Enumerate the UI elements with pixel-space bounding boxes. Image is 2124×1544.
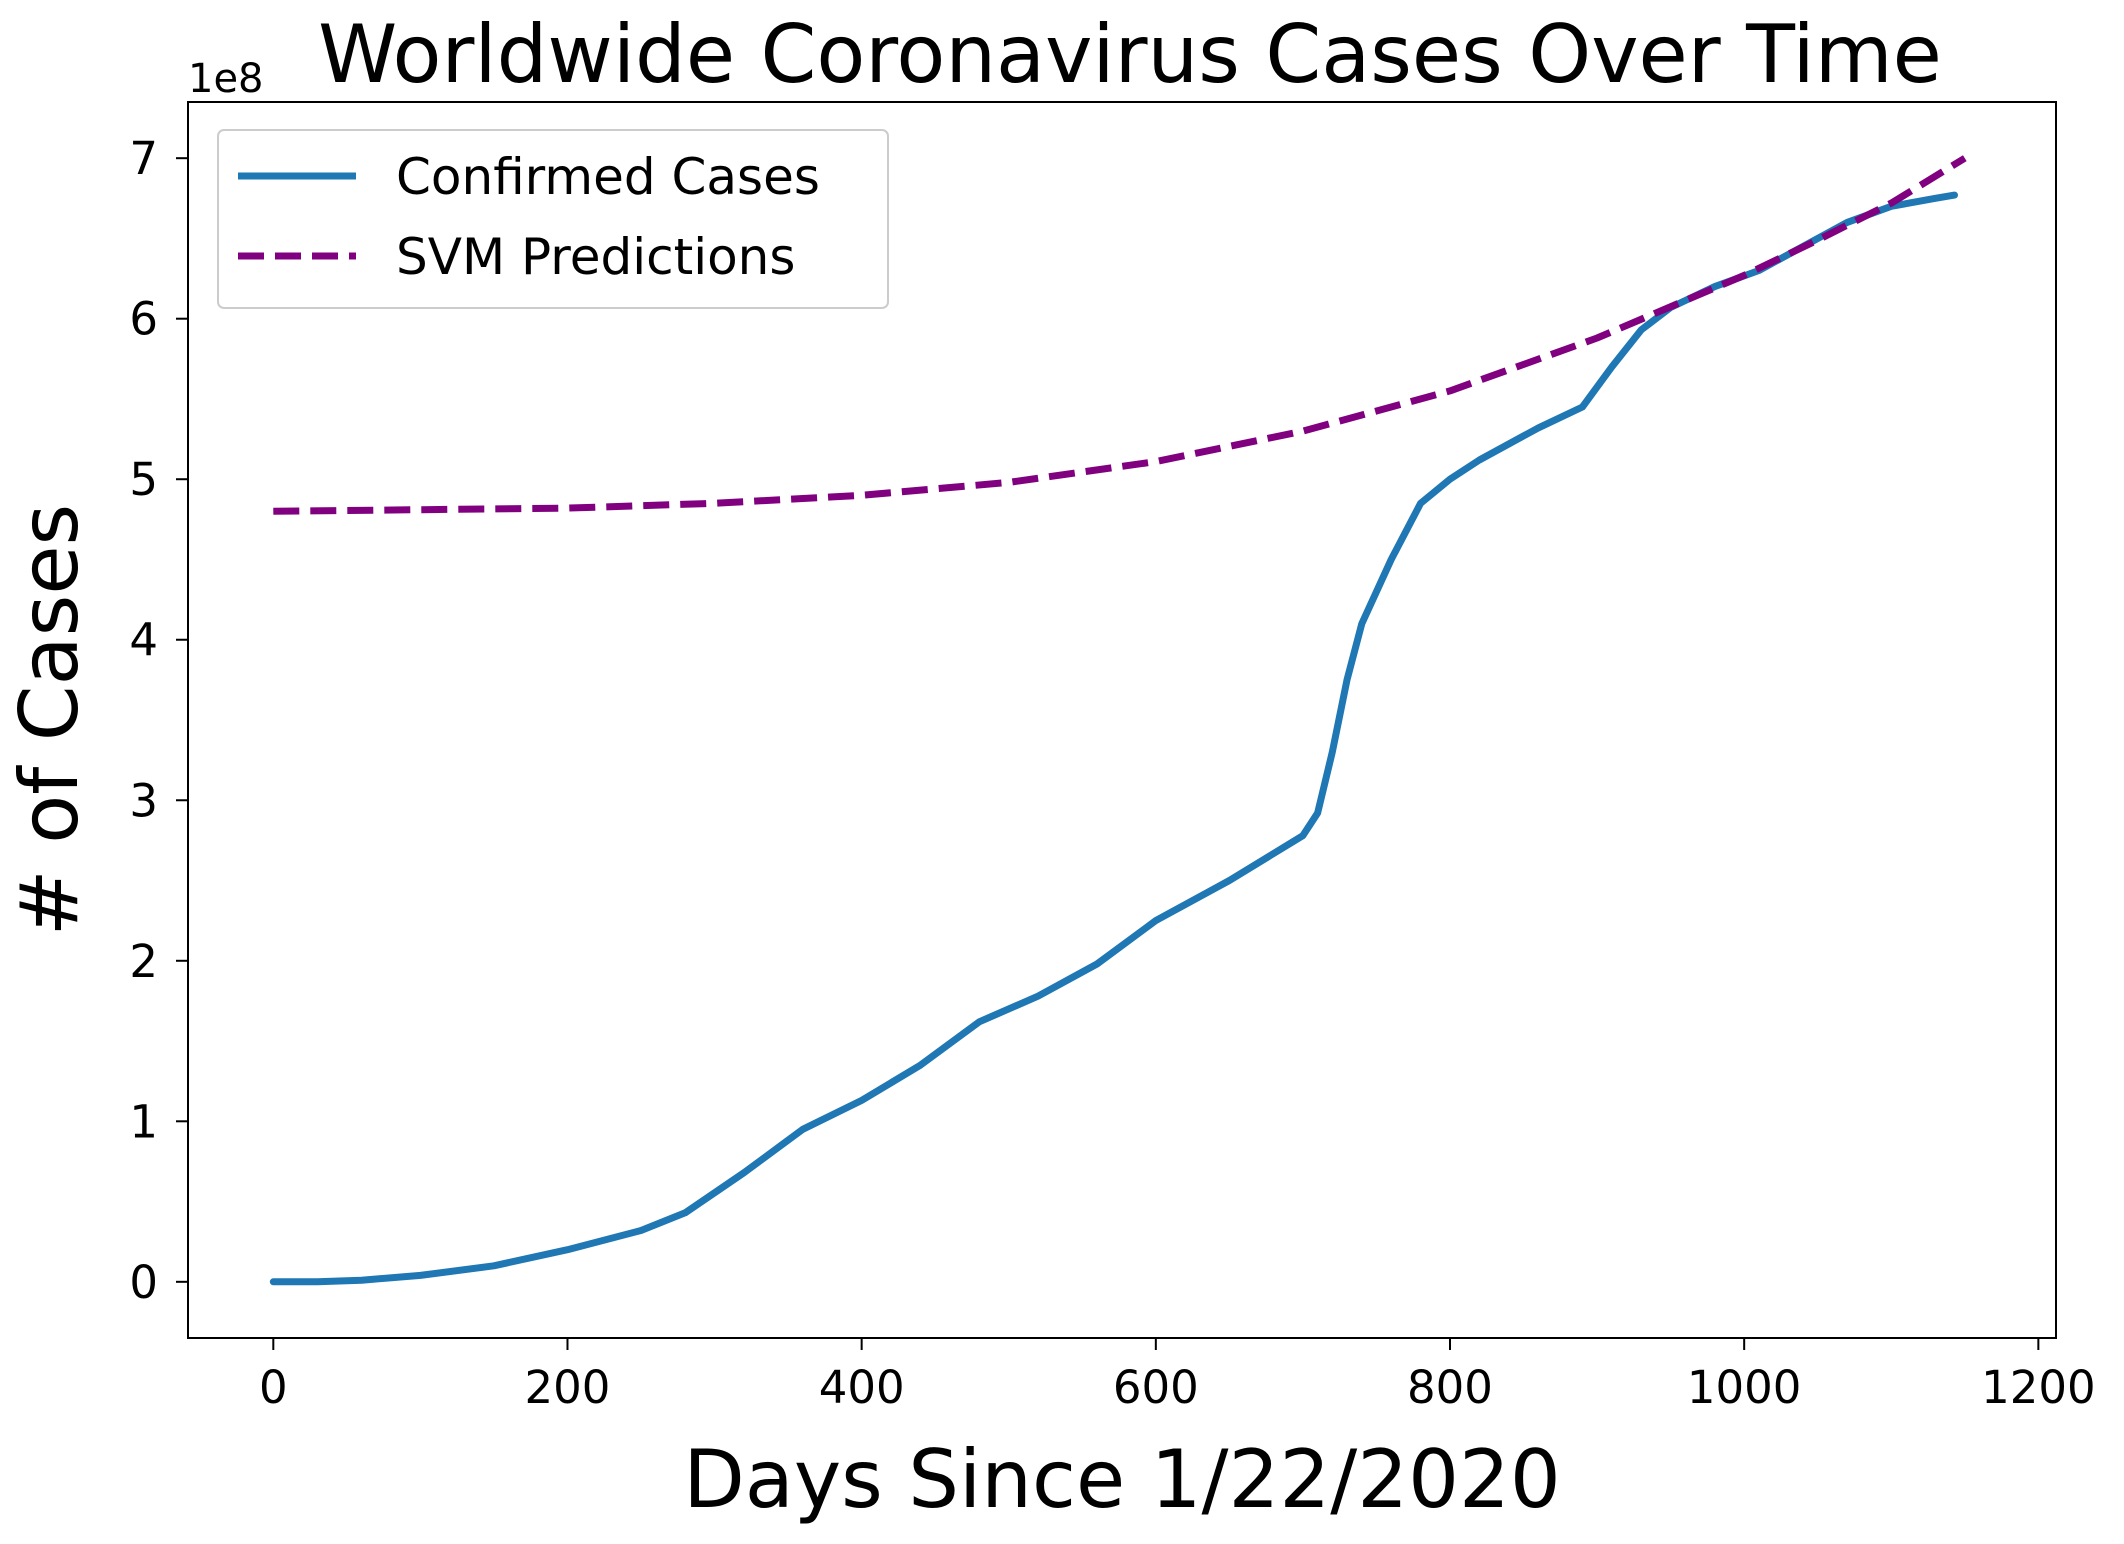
- axis-ticks: 0 200 400 600 800 1000 1200 0 1 2 3 4 5 6 7: [129, 132, 2095, 1414]
- x-tick-label: 400: [819, 1361, 905, 1414]
- y-axis-label: # of Cases: [3, 504, 96, 936]
- axes-frame: [187, 101, 2057, 1339]
- chart-title: Worldwide Coronavirus Cases Over Time: [318, 8, 1942, 101]
- x-tick-label: 800: [1407, 1361, 1493, 1414]
- legend-label-confirmed-cases: Confirmed Cases: [396, 148, 820, 206]
- y-tick-label: 7: [129, 132, 158, 185]
- x-tick-label: 600: [1113, 1361, 1199, 1414]
- y-tick-label: 4: [129, 614, 158, 667]
- y-axis-offset-label: 1e8: [188, 56, 264, 102]
- x-axis-label: Days Since 1/22/2020: [683, 1433, 1561, 1526]
- x-tick-label: 0: [259, 1361, 288, 1414]
- x-tick-label: 1200: [1981, 1361, 2096, 1414]
- plot-area: [269, 155, 1967, 1286]
- legend: Confirmed Cases SVM Predictions: [217, 129, 889, 309]
- y-tick-label: 0: [129, 1256, 158, 1309]
- series-line-svm-predictions: [273, 155, 1967, 515]
- x-tick-label: 1000: [1687, 1361, 1802, 1414]
- legend-box: [217, 129, 889, 309]
- y-tick-label: 6: [129, 293, 158, 346]
- x-tick-label: 200: [525, 1361, 611, 1414]
- legend-label-svm-predictions: SVM Predictions: [396, 228, 795, 286]
- y-tick-label: 2: [129, 935, 158, 988]
- y-tick-label: 1: [129, 1095, 158, 1148]
- y-tick-label: 3: [129, 774, 158, 827]
- y-tick-label: 5: [129, 453, 158, 506]
